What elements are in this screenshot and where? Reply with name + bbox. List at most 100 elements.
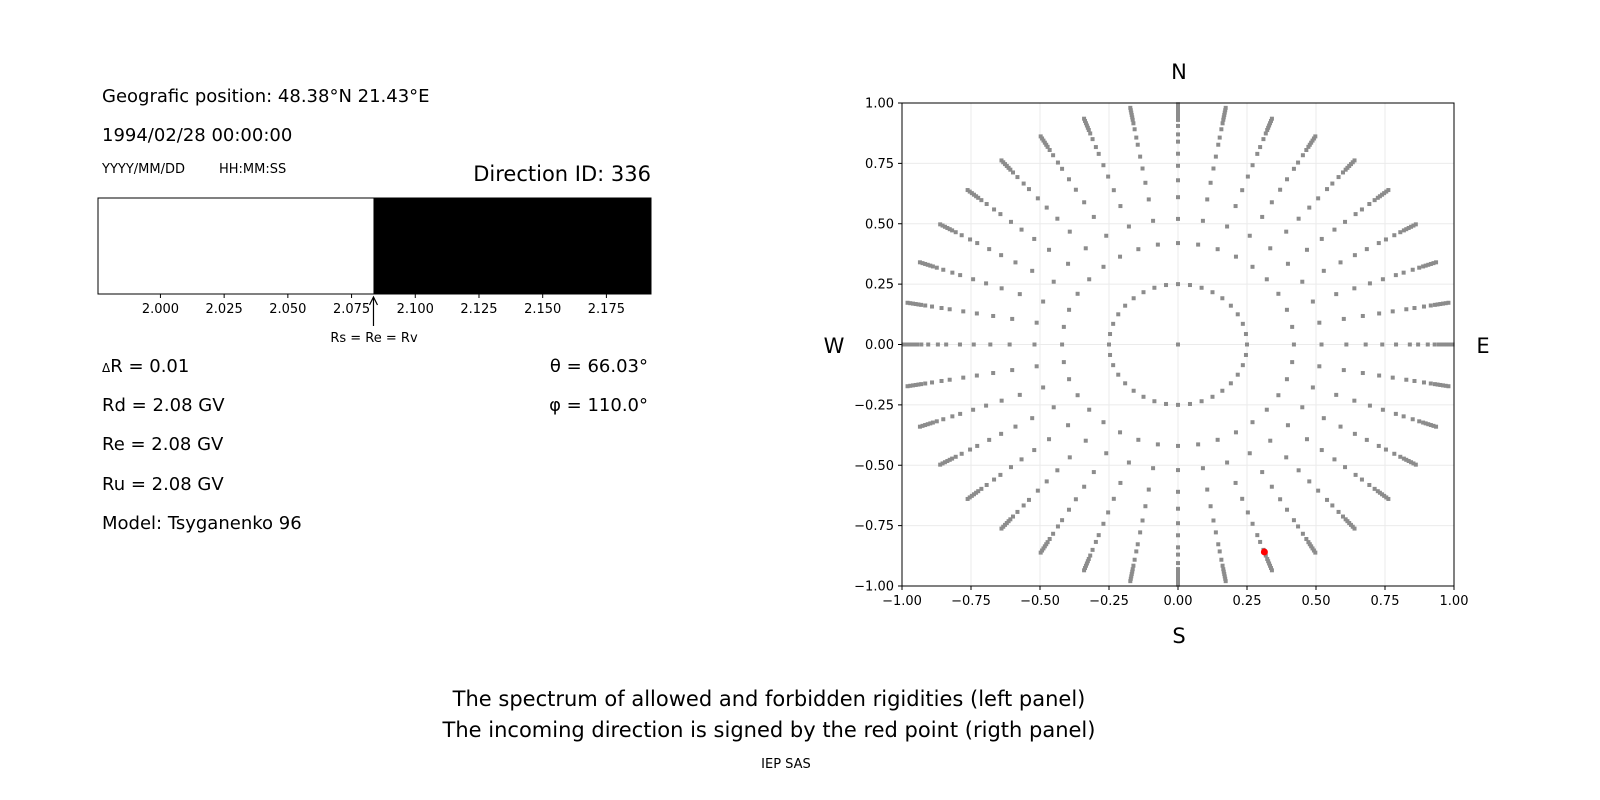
ray-point <box>1041 138 1046 143</box>
allowed-segment <box>98 198 374 294</box>
ray-point <box>1088 553 1093 558</box>
ray-point <box>1134 549 1139 554</box>
ray-point <box>1082 568 1087 573</box>
ray-point <box>1268 566 1273 571</box>
ray-point <box>1176 575 1180 580</box>
ray-point <box>1441 301 1446 306</box>
ray-point <box>1341 316 1346 321</box>
ray-point <box>1247 233 1252 238</box>
ray-point <box>991 313 996 318</box>
x-tick-label: −0.50 <box>1020 594 1060 609</box>
ray-point <box>1250 264 1255 269</box>
ray-point <box>1015 509 1020 514</box>
ray-point <box>1338 260 1343 265</box>
ray-point <box>1316 196 1321 201</box>
ray-point <box>1061 324 1066 329</box>
ray-point <box>1421 264 1426 269</box>
ray-point <box>1176 580 1180 585</box>
ray-point <box>1352 526 1357 531</box>
ray-point <box>917 260 922 265</box>
ray-point <box>1138 154 1143 159</box>
ray-point <box>1047 247 1052 252</box>
x-tick-label: −0.75 <box>951 594 991 609</box>
ray-point <box>1067 229 1072 234</box>
ray-point <box>1313 550 1318 555</box>
ray-point <box>1436 342 1441 347</box>
ray-point <box>1126 224 1131 229</box>
ray-point <box>1412 378 1417 383</box>
ray-point <box>1311 136 1316 141</box>
direction-id: Direction ID: 336 <box>473 162 651 186</box>
ray-point <box>1380 192 1385 197</box>
ray-point <box>1101 163 1106 168</box>
ray-point <box>1176 117 1180 122</box>
ray-point <box>1090 137 1095 142</box>
ray-point <box>912 342 917 347</box>
ray-point <box>1334 292 1339 297</box>
ray-point <box>1290 360 1295 365</box>
caption-line-1: The spectrum of allowed and forbidden ri… <box>452 687 1086 711</box>
ray-point <box>1319 448 1324 453</box>
ray-point <box>1082 200 1087 205</box>
x-tick-label: 0.50 <box>1302 594 1331 609</box>
ray-point <box>1176 573 1180 578</box>
ray-point <box>1352 398 1357 403</box>
ray-point <box>947 227 952 232</box>
ray-point <box>1208 504 1213 509</box>
ray-point <box>1310 385 1315 390</box>
date-format-label: YYYY/MM/DD <box>101 162 185 177</box>
ray-point <box>1266 559 1271 564</box>
ray-point <box>971 492 976 497</box>
cutoff-arrow-head <box>368 295 379 306</box>
ray-point <box>1421 380 1426 385</box>
time-format-label: HH:MM:SS <box>219 162 286 177</box>
ray-point <box>1401 456 1406 461</box>
ray-point <box>1176 195 1180 200</box>
inner-ring-point <box>1111 363 1116 368</box>
ray-point <box>1045 144 1050 149</box>
ray-point <box>1176 521 1180 526</box>
ray-point <box>950 228 955 233</box>
ray-point <box>1310 299 1315 304</box>
ray-point <box>1245 510 1250 515</box>
ray-point <box>1138 530 1143 535</box>
ray-point <box>1392 233 1397 238</box>
ray-point <box>1377 311 1382 316</box>
ray-point <box>1411 461 1416 466</box>
ray-point <box>1051 153 1056 158</box>
ray-point <box>1084 561 1089 566</box>
inner-ring-point <box>1123 303 1128 308</box>
inner-ring-point <box>1131 388 1136 393</box>
ray-point <box>1278 187 1283 192</box>
ray-point <box>1118 480 1123 485</box>
ray-point <box>1208 180 1213 185</box>
ray-point <box>908 383 913 388</box>
delta-symbol: Δ <box>102 361 111 375</box>
ray-point <box>1140 166 1145 171</box>
ray-point <box>1066 507 1071 512</box>
ray-point <box>1265 128 1270 133</box>
ray-point <box>1176 468 1180 473</box>
ray-point <box>1151 218 1156 223</box>
ray-point <box>1300 279 1305 284</box>
ray-point <box>1034 364 1039 369</box>
ray-point <box>1128 105 1133 110</box>
ray-point <box>961 375 966 380</box>
ray-point <box>1434 424 1439 429</box>
ray-point <box>1086 556 1091 561</box>
ray-point <box>1083 118 1088 123</box>
ray-point <box>1221 569 1226 574</box>
ray-point <box>1367 482 1372 487</box>
ray-point <box>1041 385 1046 390</box>
ray-point <box>1040 548 1045 553</box>
ray-point <box>938 462 943 467</box>
ray-point <box>1268 118 1273 123</box>
ray-point <box>1176 178 1180 183</box>
inner-ring-point <box>1108 352 1113 357</box>
ray-point <box>1017 292 1022 297</box>
ray-point <box>1085 559 1090 564</box>
ray-point <box>1377 373 1382 378</box>
ray-point <box>1176 114 1180 119</box>
center-point <box>1176 342 1180 347</box>
inner-ring-point <box>1243 332 1248 337</box>
